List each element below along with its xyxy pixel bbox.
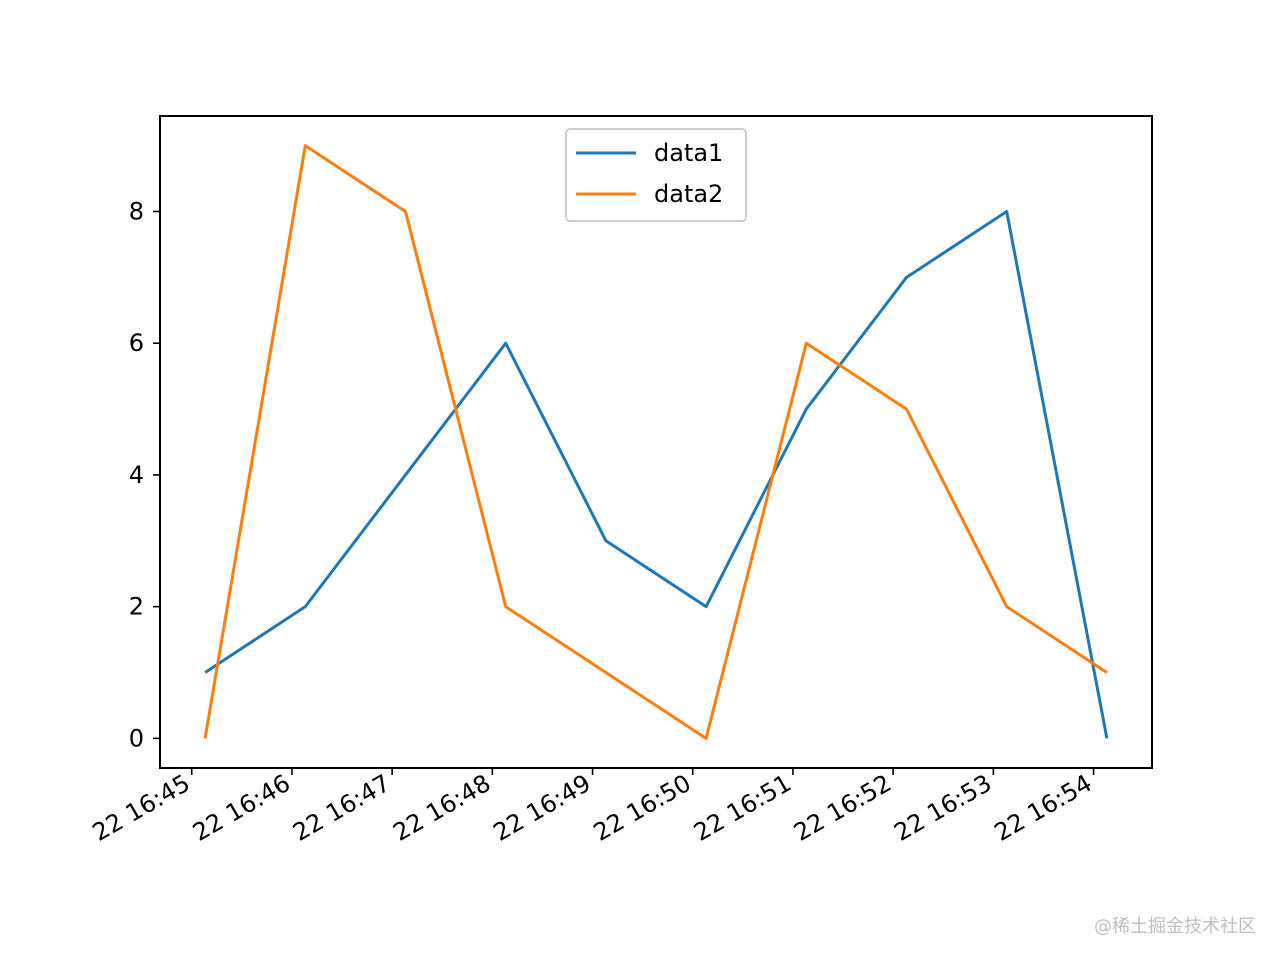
legend: data1 data2 [565, 128, 747, 222]
y-tick-label: 0 [129, 724, 144, 752]
x-tick-label: 22 16:48 [388, 769, 495, 847]
series-line-data2 [203, 144, 1108, 740]
legend-label-data2: data2 [654, 180, 723, 208]
y-tick-label: 4 [129, 461, 144, 489]
x-tick-label: 22 16:53 [889, 769, 996, 847]
legend-label-data1: data1 [654, 139, 723, 167]
series-layer [203, 144, 1109, 740]
watermark: @稀土掘金技术社区 [1094, 916, 1256, 937]
plot-frame [159, 115, 1153, 769]
x-tick-label: 22 16:49 [489, 769, 596, 847]
x-tick-label: 22 16:52 [789, 769, 896, 847]
x-tick-label: 22 16:46 [188, 769, 295, 847]
x-tick-label: 22 16:54 [990, 769, 1097, 847]
series-line-data1 [204, 209, 1109, 739]
y-axis: 0 2 4 6 8 [129, 197, 160, 752]
y-tick-label: 2 [129, 593, 144, 621]
x-tick-label: 22 16:50 [589, 769, 696, 847]
y-tick-label: 6 [129, 329, 144, 357]
x-tick-label: 22 16:47 [288, 769, 395, 847]
x-tick-label: 22 16:45 [88, 769, 195, 847]
x-tick-label: 22 16:51 [689, 769, 796, 847]
y-tick-label: 8 [129, 197, 144, 225]
